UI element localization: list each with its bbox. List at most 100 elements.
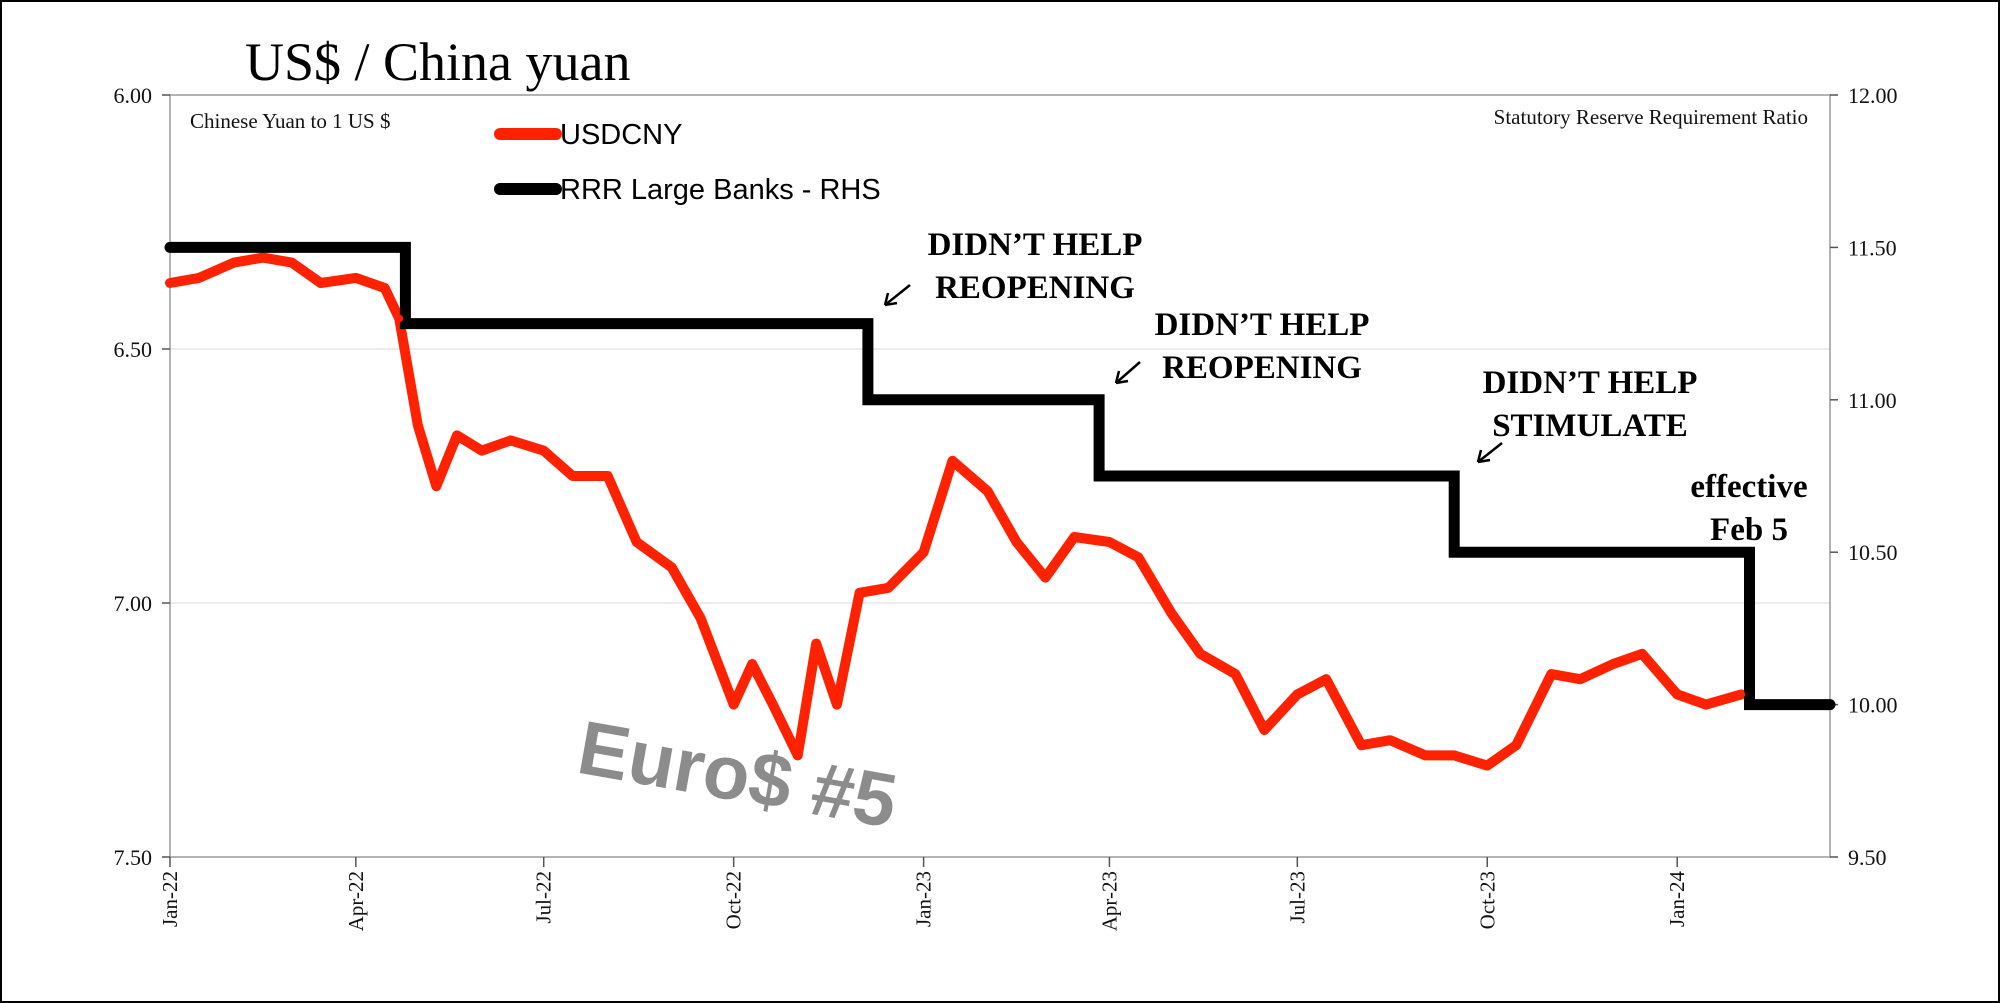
usdcny-point xyxy=(351,273,360,282)
usdcny-point xyxy=(380,284,389,293)
usdcny-point xyxy=(316,278,325,287)
right-axis-tick-label: 11.50 xyxy=(1848,235,1897,260)
x-axis-tick-label: Jul-23 xyxy=(1285,871,1309,924)
usdcny-point xyxy=(832,700,841,709)
rrr-point xyxy=(1826,700,1834,709)
annotation-text: Feb 5 xyxy=(1710,512,1788,548)
series-line-rrr xyxy=(164,241,1836,711)
usdcny-point xyxy=(1167,609,1176,618)
usdcny-point xyxy=(1293,690,1302,699)
usdcny-point xyxy=(432,482,441,491)
annotation-arrow-head xyxy=(1476,449,1491,464)
right-axis-tick-label: 11.00 xyxy=(1848,388,1897,413)
annotation-text: DIDN’T HELP xyxy=(1483,365,1698,401)
annotation-arrow xyxy=(1115,361,1141,384)
x-axis-tick-label: Apr-23 xyxy=(1097,871,1121,931)
x-axis-tick-label: Oct-22 xyxy=(722,871,746,929)
left-axis-tick-label: 7.50 xyxy=(114,845,153,870)
usdcny-point xyxy=(729,700,738,709)
usdcny-point xyxy=(452,431,461,440)
left-axis-tick-label: 6.00 xyxy=(114,83,153,108)
usdcny-point xyxy=(477,446,486,455)
usdcny-point xyxy=(395,314,404,323)
usdcny-point xyxy=(1702,700,1711,709)
usdcny-point xyxy=(1041,573,1050,582)
left-axis-label: Chinese Yuan to 1 US $ xyxy=(190,109,390,133)
usdcny-point xyxy=(1673,690,1682,699)
x-axis-tick-label: Oct-23 xyxy=(1475,871,1499,929)
usdcny-point xyxy=(1322,675,1331,684)
usdcny-point xyxy=(1547,670,1556,679)
usdcny-point xyxy=(1357,741,1366,750)
usdcny-point xyxy=(166,278,174,287)
rrr-point xyxy=(1745,700,1754,709)
annotation-arrow xyxy=(884,284,911,306)
rrr-point xyxy=(1450,548,1459,557)
x-axis-tick-label: Jan-22 xyxy=(158,871,182,927)
x-axis-tick-label: Jan-24 xyxy=(1665,871,1689,927)
usdcny-point xyxy=(855,588,864,597)
annotation-text: REOPENING xyxy=(935,270,1135,306)
usdcny-point xyxy=(413,421,422,430)
usdcny-point xyxy=(948,456,957,465)
usdcny-point xyxy=(812,639,821,648)
chart-title: US$ / China yuan xyxy=(245,32,631,92)
usdcny-point xyxy=(1134,553,1143,562)
usdcny-point xyxy=(1483,761,1492,770)
annotation-arrow-head xyxy=(883,292,898,307)
annotation-text: effective xyxy=(1690,469,1807,505)
legend-label-usdcny: USDCNY xyxy=(560,119,682,151)
legend-label-rrr: RRR Large Banks - RHS xyxy=(560,174,881,206)
right-axis-tick-label: 12.00 xyxy=(1848,83,1898,108)
usdcny-point xyxy=(603,472,612,480)
right-axis-tick-label: 9.50 xyxy=(1848,845,1887,870)
rrr-point xyxy=(1095,472,1104,480)
annotation-text: REOPENING xyxy=(1162,350,1362,386)
usdcny-point xyxy=(506,436,515,445)
usdcny-point xyxy=(632,538,641,547)
usdcny-point xyxy=(1512,741,1521,750)
usdcny-point xyxy=(748,659,757,668)
usdcny-point xyxy=(919,548,928,557)
usdcny-point xyxy=(1070,532,1079,541)
right-axis-tick-label: 10.50 xyxy=(1848,540,1898,565)
usdcny-point xyxy=(667,563,676,572)
usdcny-point xyxy=(230,258,239,267)
usdcny-point xyxy=(1421,751,1430,760)
usdcny-point xyxy=(983,487,992,496)
rrr-point xyxy=(166,243,174,252)
usdcny-point xyxy=(1638,649,1647,658)
left-axis-tick-label: 6.50 xyxy=(114,337,153,362)
plot-frame xyxy=(169,94,1831,858)
usdcny-point xyxy=(1609,659,1618,668)
usdcny-point xyxy=(568,472,577,480)
usdcny-point xyxy=(793,751,802,760)
usdcny-point xyxy=(1576,675,1585,684)
annotation-text: DIDN’T HELP xyxy=(928,227,1143,263)
usdcny-point xyxy=(768,700,777,709)
usdcny-point xyxy=(1105,538,1114,547)
usdcny-point xyxy=(884,583,893,592)
rrr-point xyxy=(863,395,872,404)
usdcny-point xyxy=(258,253,267,262)
usdcny-point xyxy=(539,446,548,455)
x-axis-tick-label: Jul-22 xyxy=(532,871,556,924)
usdcny-point xyxy=(1450,751,1459,760)
left-axis-tick-label: 7.00 xyxy=(114,591,153,616)
usdcny-point xyxy=(1386,736,1395,745)
usdcny-point xyxy=(696,614,705,623)
usdcny-point xyxy=(194,273,203,282)
annotation-arrow xyxy=(1477,442,1503,463)
x-axis-tick-label: Jan-23 xyxy=(912,871,936,927)
annotation-arrow-head xyxy=(1114,370,1129,385)
usdcny-point xyxy=(1196,649,1205,658)
usdcny-point xyxy=(1231,670,1240,679)
right-axis-tick-label: 10.00 xyxy=(1848,693,1898,718)
usdcny-point xyxy=(1012,538,1021,547)
right-axis-label: Statutory Reserve Requirement Ratio xyxy=(1494,105,1808,129)
usdcny-point xyxy=(1737,690,1746,699)
usdcny-point xyxy=(287,258,296,267)
